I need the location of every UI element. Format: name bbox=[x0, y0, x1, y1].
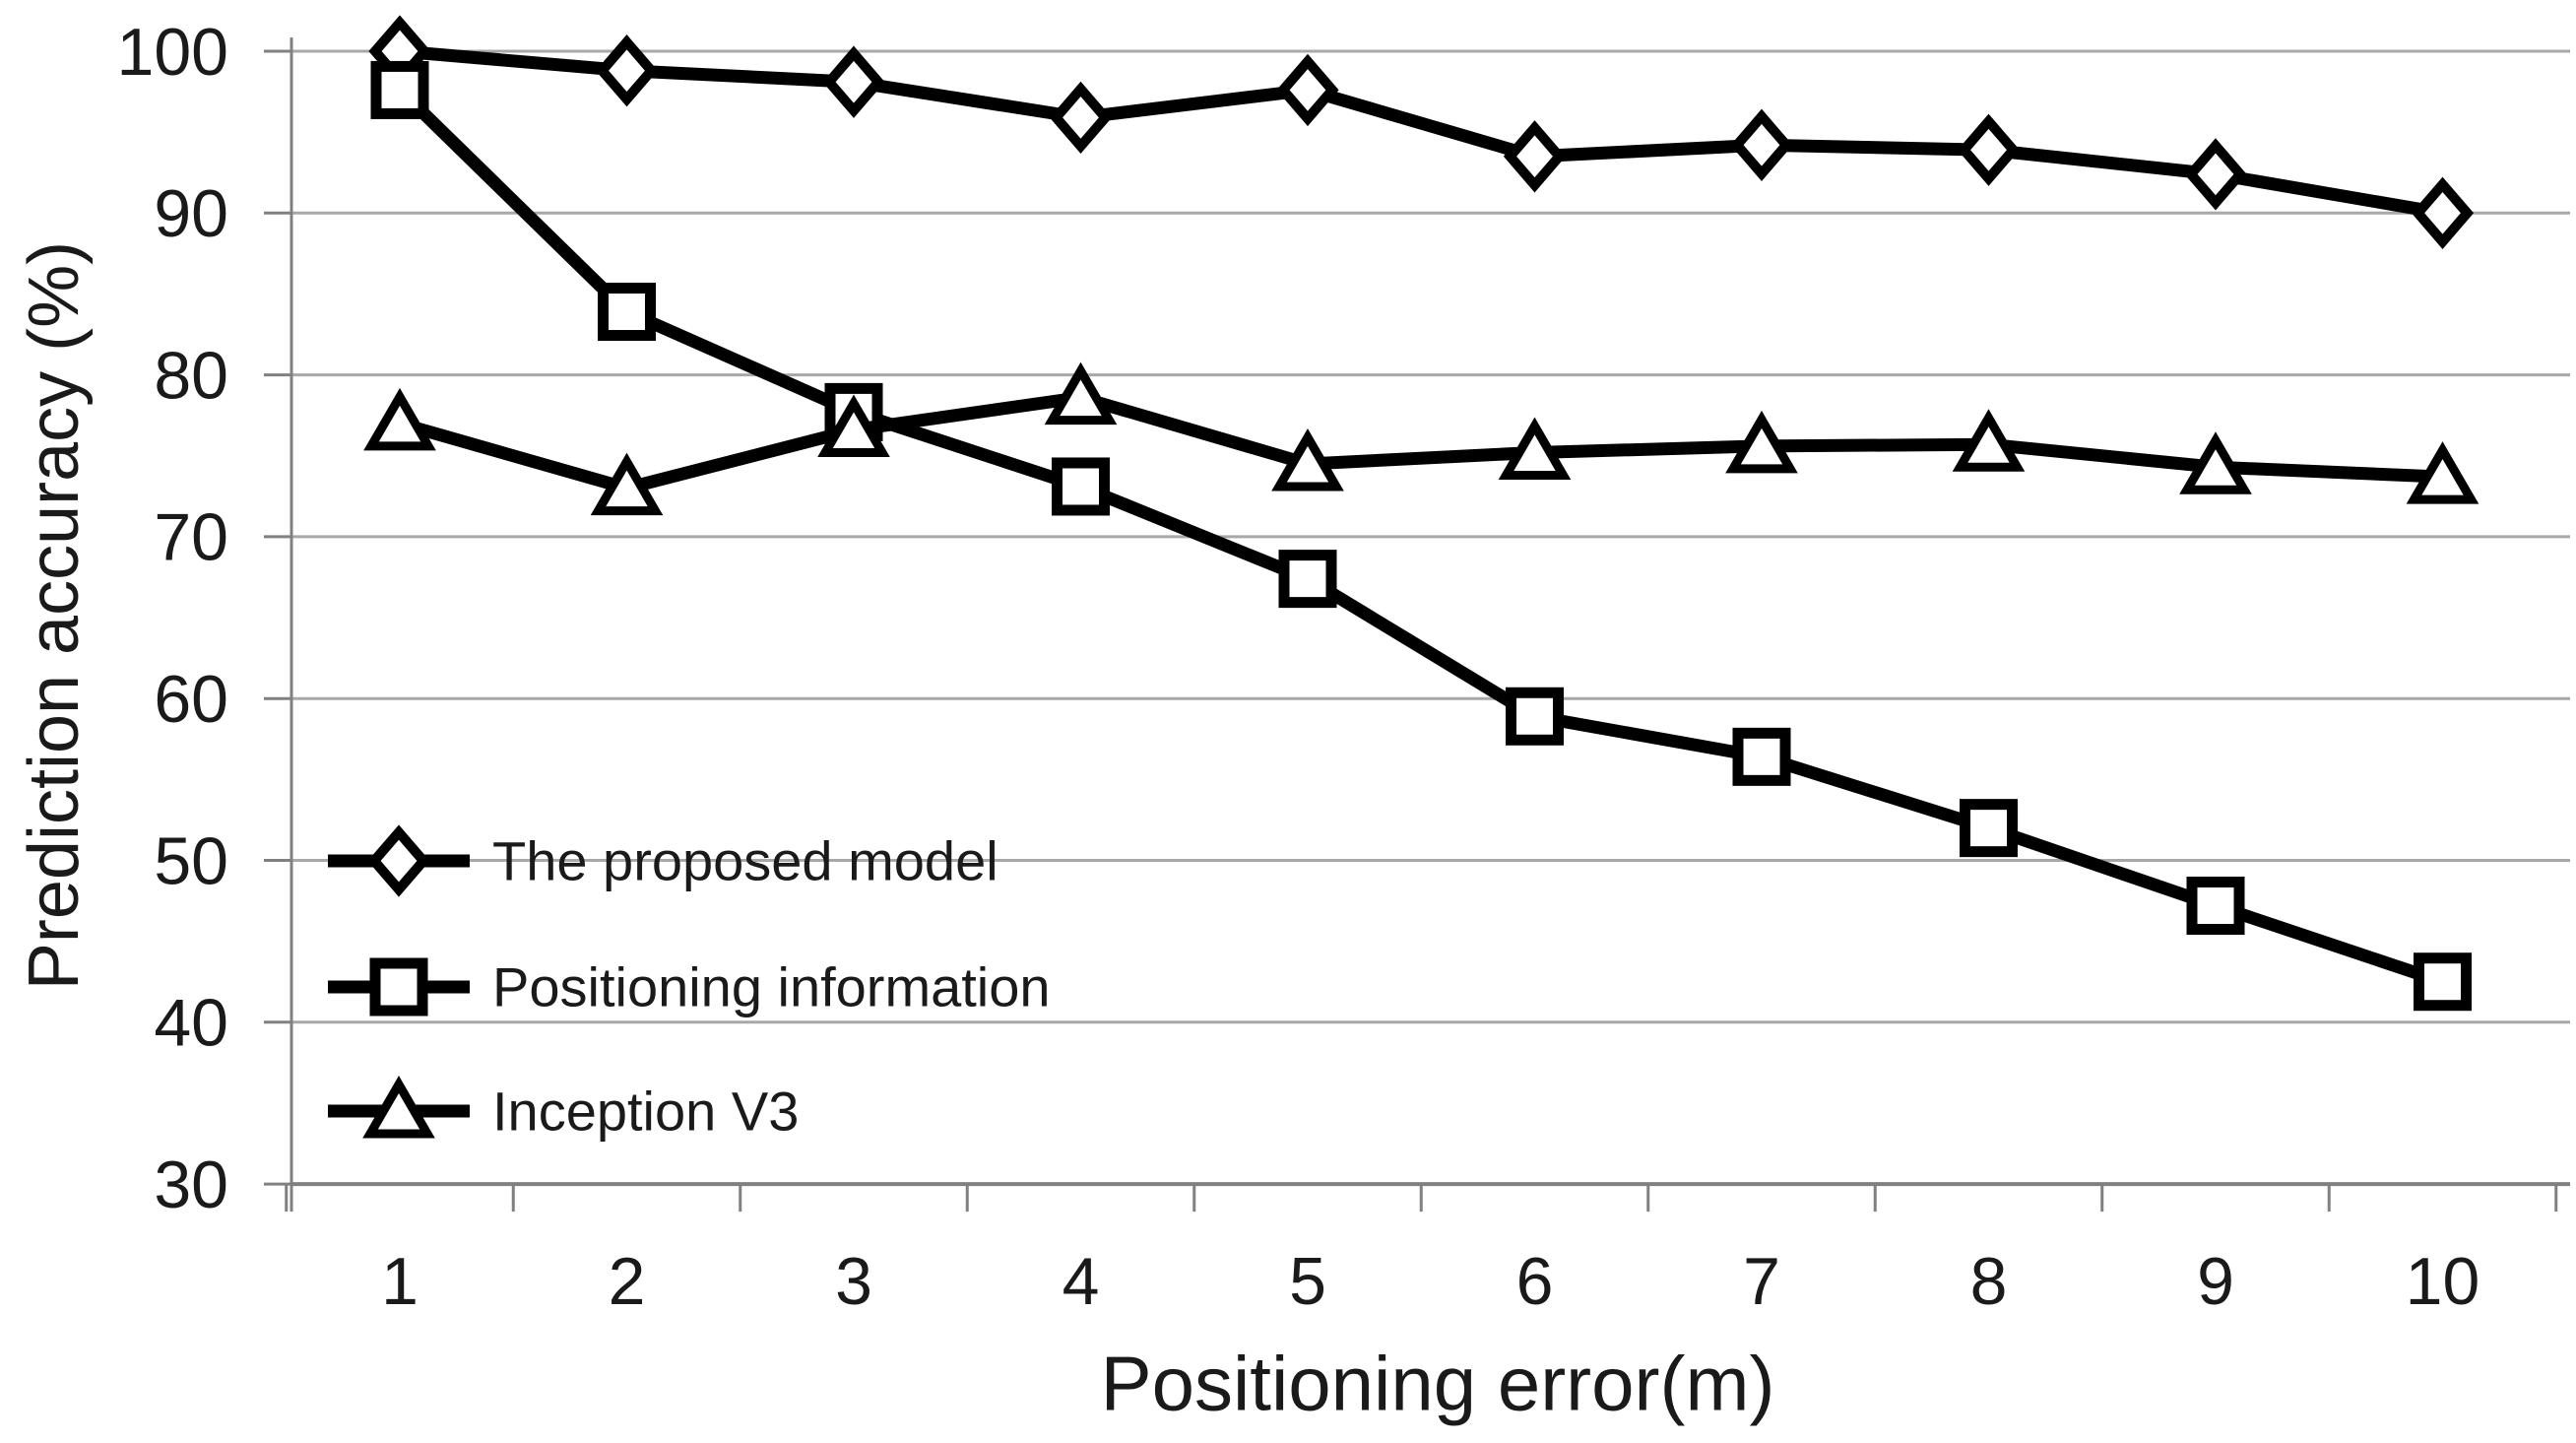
marker-positioning-information-x9 bbox=[2186, 877, 2245, 936]
series-line-inception-v3 bbox=[398, 390, 2443, 495]
y-tick-label-70: 70 bbox=[154, 500, 228, 575]
marker-the-proposed-model-x7 bbox=[1730, 108, 1793, 181]
marker-positioning-information-x5 bbox=[1278, 550, 1337, 609]
legend-label: The proposed model bbox=[492, 830, 998, 892]
y-tick-label-90: 90 bbox=[154, 176, 228, 251]
square-icon bbox=[369, 957, 428, 1017]
marker-positioning-information-x1 bbox=[370, 60, 429, 119]
y-tick-label-100: 100 bbox=[117, 15, 228, 90]
marker-positioning-information-x2 bbox=[598, 283, 656, 342]
series-line-the-proposed-model bbox=[399, 44, 2444, 220]
x-tick-label-3: 3 bbox=[835, 1244, 872, 1319]
legend: The proposed model Positioning informatio… bbox=[328, 824, 1051, 1143]
marker-positioning-information-x8 bbox=[1960, 799, 2018, 858]
x-tick-label-6: 6 bbox=[1516, 1244, 1554, 1319]
legend-label: Inception V3 bbox=[492, 1081, 799, 1143]
x-tick-label-8: 8 bbox=[1970, 1244, 2008, 1319]
x-tick-label-1: 1 bbox=[381, 1244, 419, 1319]
series-line-positioning-information bbox=[395, 85, 2445, 988]
x-axis: 1 2 3 4 5 6 7 8 9 10 bbox=[285, 1184, 2558, 1319]
y-tick-label-40: 40 bbox=[154, 986, 228, 1061]
marker-the-proposed-model-x4 bbox=[1049, 81, 1113, 155]
marker-positioning-information-x10 bbox=[2414, 952, 2472, 1012]
x-tick-label-5: 5 bbox=[1289, 1244, 1326, 1319]
x-axis-title: Positioning error(m) bbox=[1100, 1340, 1775, 1427]
y-tick-label-50: 50 bbox=[154, 823, 228, 898]
gridlines bbox=[291, 49, 2570, 1187]
legend-item-positioning-information: Positioning information bbox=[328, 956, 1051, 1018]
marker-positioning-information-x4 bbox=[1052, 457, 1110, 516]
marker-inception-v3-x1 bbox=[363, 387, 436, 451]
y-tick-label-80: 80 bbox=[154, 338, 228, 413]
legend-item-inception-v3: Inception V3 bbox=[328, 1076, 799, 1143]
x-tick-label-4: 4 bbox=[1063, 1244, 1100, 1319]
marker-inception-v3-x5 bbox=[1271, 427, 1344, 492]
y-tick-label-60: 60 bbox=[154, 662, 228, 737]
series-positioning-information bbox=[370, 60, 2472, 1012]
marker-inception-v3-x6 bbox=[1498, 417, 1572, 480]
series-inception-v3 bbox=[363, 361, 2479, 516]
legend-item-the-proposed-model: The proposed model bbox=[328, 824, 998, 897]
marker-the-proposed-model-x9 bbox=[2184, 138, 2247, 211]
marker-inception-v3-x2 bbox=[590, 452, 664, 516]
marker-inception-v3-x10 bbox=[2406, 441, 2479, 504]
marker-the-proposed-model-x10 bbox=[2411, 176, 2475, 249]
x-tick-label-2: 2 bbox=[609, 1244, 646, 1319]
x-tick-label-9: 9 bbox=[2197, 1244, 2234, 1319]
marker-inception-v3-x7 bbox=[1725, 410, 1798, 474]
x-tick-label-10: 10 bbox=[2406, 1244, 2480, 1319]
legend-label: Positioning information bbox=[492, 956, 1051, 1018]
marker-positioning-information-x7 bbox=[1732, 727, 1791, 786]
marker-the-proposed-model-x8 bbox=[1957, 113, 2021, 186]
y-axis: 100 90 80 70 60 50 40 30 bbox=[117, 15, 293, 1222]
series-the-proposed-model bbox=[368, 15, 2475, 249]
diamond-icon bbox=[367, 824, 430, 897]
marker-inception-v3-x8 bbox=[1952, 409, 2026, 472]
triangle-icon bbox=[362, 1076, 435, 1139]
marker-the-proposed-model-x5 bbox=[1276, 53, 1339, 127]
marker-inception-v3-x3 bbox=[817, 394, 890, 457]
marker-inception-v3-x9 bbox=[2179, 431, 2252, 494]
marker-positioning-information-x6 bbox=[1506, 687, 1564, 746]
y-axis-title: Prediction accuracy (%) bbox=[15, 240, 94, 991]
marker-inception-v3-x4 bbox=[1044, 361, 1118, 426]
marker-the-proposed-model-x3 bbox=[822, 45, 885, 118]
marker-the-proposed-model-x2 bbox=[595, 34, 659, 107]
y-tick-label-30: 30 bbox=[154, 1148, 228, 1222]
x-tick-label-7: 7 bbox=[1743, 1244, 1780, 1319]
marker-the-proposed-model-x6 bbox=[1503, 120, 1567, 193]
